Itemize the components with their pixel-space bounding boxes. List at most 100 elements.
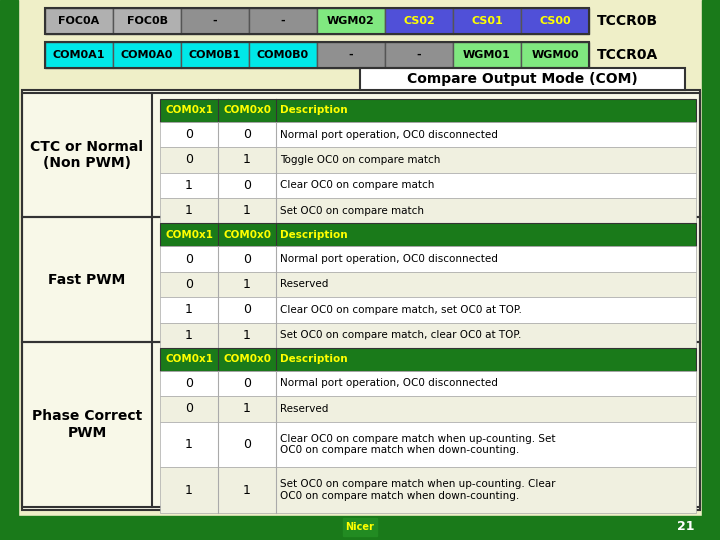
Text: 0: 0 bbox=[185, 278, 193, 291]
Text: 1: 1 bbox=[243, 484, 251, 497]
Bar bbox=[113, 8, 181, 34]
Bar bbox=[45, 42, 589, 68]
Bar bbox=[385, 42, 453, 68]
Bar bbox=[702, 0, 720, 540]
Text: Reserved: Reserved bbox=[280, 404, 328, 414]
Text: CS01: CS01 bbox=[471, 16, 503, 26]
Text: 1: 1 bbox=[185, 179, 193, 192]
Text: 0: 0 bbox=[185, 253, 193, 266]
Bar bbox=[181, 42, 249, 68]
Text: 1: 1 bbox=[185, 303, 193, 316]
Bar bbox=[22, 342, 700, 507]
Text: Compare Output Mode (COM): Compare Output Mode (COM) bbox=[407, 72, 638, 86]
Text: 0: 0 bbox=[243, 377, 251, 390]
Text: Reserved: Reserved bbox=[280, 279, 328, 289]
Text: COM0B1: COM0B1 bbox=[189, 50, 241, 60]
Text: 1: 1 bbox=[185, 204, 193, 217]
Text: Clear OC0 on compare match, set OC0 at TOP.: Clear OC0 on compare match, set OC0 at T… bbox=[280, 305, 522, 315]
Text: COM0x1: COM0x1 bbox=[165, 105, 213, 116]
Text: Set OC0 on compare match: Set OC0 on compare match bbox=[280, 206, 424, 216]
Bar bbox=[160, 348, 696, 371]
Bar bbox=[160, 272, 696, 297]
Text: Normal port operation, OC0 disconnected: Normal port operation, OC0 disconnected bbox=[280, 379, 498, 388]
Text: 1: 1 bbox=[243, 204, 251, 217]
Bar bbox=[160, 371, 696, 396]
Text: FOC0A: FOC0A bbox=[58, 16, 99, 26]
Text: Description: Description bbox=[280, 105, 348, 116]
Text: 0: 0 bbox=[185, 402, 193, 415]
Bar bbox=[0, 0, 18, 540]
Text: -: - bbox=[212, 16, 217, 26]
Text: 1: 1 bbox=[185, 484, 193, 497]
Text: COM0x0: COM0x0 bbox=[223, 230, 271, 240]
Bar bbox=[45, 8, 589, 34]
Text: 21: 21 bbox=[678, 521, 695, 534]
Text: Clear OC0 on compare match: Clear OC0 on compare match bbox=[280, 180, 434, 191]
Text: WGM01: WGM01 bbox=[463, 50, 511, 60]
Text: Toggle OC0 on compare match: Toggle OC0 on compare match bbox=[280, 155, 441, 165]
Text: Nicer: Nicer bbox=[346, 522, 374, 532]
Bar bbox=[160, 122, 696, 147]
Text: -: - bbox=[417, 50, 421, 60]
Text: 1: 1 bbox=[243, 402, 251, 415]
Text: WGM00: WGM00 bbox=[531, 50, 579, 60]
Text: TCCR0B: TCCR0B bbox=[597, 14, 658, 28]
Bar bbox=[22, 90, 700, 510]
Text: 0: 0 bbox=[185, 128, 193, 141]
Bar bbox=[521, 8, 589, 34]
Text: Clear OC0 on compare match when up-counting. Set
OC0 on compare match when down-: Clear OC0 on compare match when up-count… bbox=[280, 434, 556, 455]
Bar bbox=[317, 8, 385, 34]
Bar bbox=[113, 42, 181, 68]
Text: COM0x1: COM0x1 bbox=[165, 354, 213, 364]
Text: COM0x1: COM0x1 bbox=[165, 230, 213, 240]
Text: 1: 1 bbox=[243, 278, 251, 291]
Text: CTC or Normal
(Non PWM): CTC or Normal (Non PWM) bbox=[30, 140, 143, 170]
Bar bbox=[160, 467, 696, 513]
Text: COM0B0: COM0B0 bbox=[257, 50, 309, 60]
Text: 1: 1 bbox=[185, 329, 193, 342]
Bar bbox=[360, 68, 685, 90]
Text: 0: 0 bbox=[243, 253, 251, 266]
Bar bbox=[160, 198, 696, 224]
Text: 1: 1 bbox=[243, 153, 251, 166]
Bar bbox=[181, 8, 249, 34]
Text: TCCR0A: TCCR0A bbox=[597, 48, 658, 62]
Bar bbox=[160, 246, 696, 272]
Bar bbox=[45, 42, 113, 68]
Bar bbox=[160, 396, 696, 422]
Bar bbox=[160, 297, 696, 322]
Bar bbox=[453, 42, 521, 68]
Bar bbox=[453, 8, 521, 34]
Bar bbox=[0, 516, 720, 540]
Text: Set OC0 on compare match when up-counting. Clear
OC0 on compare match when down-: Set OC0 on compare match when up-countin… bbox=[280, 480, 556, 501]
Text: CS00: CS00 bbox=[539, 16, 571, 26]
Text: Normal port operation, OC0 disconnected: Normal port operation, OC0 disconnected bbox=[280, 130, 498, 139]
Bar bbox=[160, 322, 696, 348]
Bar bbox=[317, 42, 385, 68]
Bar bbox=[249, 42, 317, 68]
Bar bbox=[385, 8, 453, 34]
Text: Phase Correct
PWM: Phase Correct PWM bbox=[32, 409, 142, 440]
Text: 0: 0 bbox=[185, 377, 193, 390]
Bar bbox=[521, 42, 589, 68]
Bar bbox=[160, 224, 696, 246]
Text: Normal port operation, OC0 disconnected: Normal port operation, OC0 disconnected bbox=[280, 254, 498, 264]
Text: CS02: CS02 bbox=[403, 16, 435, 26]
Text: 0: 0 bbox=[185, 153, 193, 166]
Bar bbox=[22, 93, 700, 218]
Text: 1: 1 bbox=[243, 329, 251, 342]
Bar bbox=[160, 147, 696, 173]
Bar bbox=[22, 218, 700, 342]
Bar bbox=[249, 8, 317, 34]
Bar bbox=[160, 173, 696, 198]
Text: FOC0B: FOC0B bbox=[127, 16, 168, 26]
Text: 0: 0 bbox=[243, 438, 251, 451]
Bar bbox=[343, 518, 377, 536]
Text: WGM02: WGM02 bbox=[327, 16, 375, 26]
Text: Description: Description bbox=[280, 354, 348, 364]
Text: Set OC0 on compare match, clear OC0 at TOP.: Set OC0 on compare match, clear OC0 at T… bbox=[280, 330, 521, 340]
Bar bbox=[45, 8, 113, 34]
Text: COM0x0: COM0x0 bbox=[223, 354, 271, 364]
Bar bbox=[160, 422, 696, 467]
Text: COM0A1: COM0A1 bbox=[53, 50, 105, 60]
